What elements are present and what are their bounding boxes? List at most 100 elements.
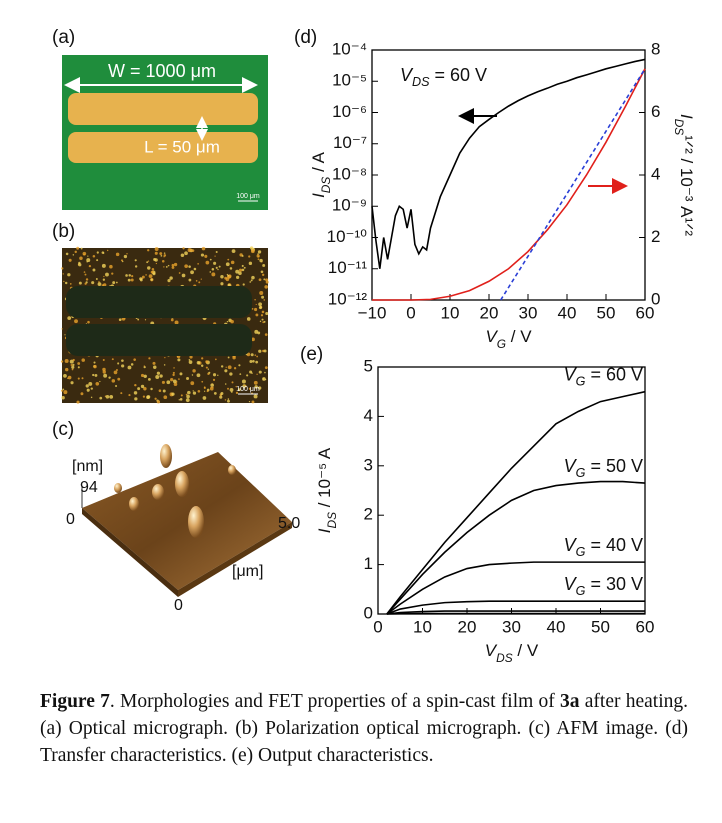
texture-dot <box>251 275 255 280</box>
texture-dot <box>227 283 231 287</box>
texture-dot <box>250 353 254 357</box>
texture-dot <box>148 274 153 279</box>
x-tick-label: 60 <box>636 617 655 636</box>
texture-dot <box>92 254 96 258</box>
texture-dot <box>258 278 262 282</box>
texture-dot <box>83 253 86 256</box>
texture-dot <box>115 281 118 284</box>
texture-dot <box>209 271 212 273</box>
texture-dot <box>152 361 156 365</box>
texture-dot <box>217 374 219 376</box>
texture-dot <box>265 311 269 316</box>
texture-dot <box>264 366 268 370</box>
texture-dot <box>90 387 93 390</box>
texture-dot <box>86 258 91 263</box>
polarization-micrograph: 100 μm <box>60 246 269 404</box>
texture-dot <box>123 254 128 259</box>
width-label: W = 1000 μm <box>108 61 216 81</box>
texture-dot <box>184 251 188 256</box>
texture-dot <box>69 283 72 285</box>
texture-dot <box>120 259 123 262</box>
texture-dot <box>193 267 197 271</box>
texture-dot <box>250 249 255 254</box>
texture-dot <box>220 282 224 286</box>
texture-dot <box>77 377 80 380</box>
texture-dot <box>255 303 257 306</box>
texture-dot <box>213 392 217 395</box>
texture-dot <box>208 371 211 374</box>
texture-dot <box>103 275 105 278</box>
texture-dot <box>94 373 98 377</box>
texture-dot <box>171 263 175 267</box>
texture-dot <box>265 280 269 284</box>
y-tick-label: 2 <box>364 505 373 524</box>
texture-dot <box>224 383 227 385</box>
texture-dot <box>61 328 63 330</box>
y2-axis-label-part: ¹ᐟ² / 10⁻³ A¹ᐟ² <box>677 135 696 236</box>
texture-dot <box>235 385 237 388</box>
texture-dot <box>153 365 157 370</box>
y2-tick-label: 0 <box>651 289 660 308</box>
texture-dot <box>95 277 98 280</box>
texture-dot <box>111 272 114 275</box>
y-tick-label: 0 <box>364 603 373 622</box>
texture-dot <box>88 264 92 268</box>
texture-dot <box>188 265 191 268</box>
x-axis-label-part: G <box>497 337 506 351</box>
texture-dot <box>191 374 194 376</box>
texture-dot <box>187 248 192 253</box>
caption-part: 3a <box>560 691 580 712</box>
texture-dot <box>257 258 260 261</box>
series-label-part: G <box>576 584 586 598</box>
series-label-part: V <box>564 364 578 384</box>
texture-dot <box>155 262 158 265</box>
texture-dot <box>70 363 73 367</box>
texture-dot <box>251 308 254 310</box>
texture-dot <box>67 375 72 380</box>
y2-tick-label: 8 <box>651 39 660 58</box>
texture-dot <box>207 368 209 370</box>
series-label-part: = 40 V <box>585 535 643 555</box>
texture-dot <box>248 387 251 390</box>
texture-dot <box>140 373 145 378</box>
texture-dot <box>165 266 168 268</box>
texture-dot <box>64 334 66 336</box>
x-axis-label-part: V <box>485 327 498 346</box>
texture-dot <box>191 249 195 252</box>
texture-dot <box>146 261 149 264</box>
texture-dot <box>220 275 224 279</box>
texture-dot <box>259 320 262 323</box>
texture-dot <box>166 380 171 385</box>
texture-dot <box>201 357 204 360</box>
texture-dot <box>147 377 151 381</box>
texture-dot <box>264 285 268 289</box>
texture-dot <box>170 378 174 382</box>
texture-dot <box>184 264 188 269</box>
texture-dot <box>61 389 64 392</box>
x-tick-label: −10 <box>358 303 387 322</box>
texture-dot <box>102 252 105 254</box>
series-line <box>386 390 646 615</box>
texture-dot <box>261 310 265 314</box>
texture-dot <box>115 369 118 372</box>
texture-dot <box>262 378 265 380</box>
texture-dot <box>161 259 165 263</box>
texture-dot <box>227 356 230 359</box>
texture-dot <box>88 381 93 386</box>
texture-dot <box>227 274 230 277</box>
texture-dot <box>133 391 138 395</box>
texture-dot <box>243 266 246 269</box>
texture-dot <box>172 371 175 375</box>
y-tick-label: 10⁻⁹ <box>332 196 367 215</box>
y-tick-label: 5 <box>364 356 373 375</box>
texture-dot <box>134 383 137 387</box>
texture-dot <box>197 389 201 393</box>
texture-dot <box>111 358 114 361</box>
texture-dot <box>87 255 89 257</box>
texture-dot <box>78 261 81 265</box>
texture-dot <box>202 396 207 400</box>
texture-dot <box>227 365 232 370</box>
texture-dot <box>163 266 165 268</box>
texture-dot <box>64 281 68 285</box>
